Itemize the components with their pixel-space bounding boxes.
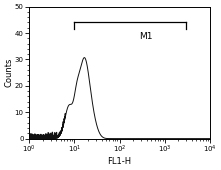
Y-axis label: Counts: Counts <box>4 58 13 87</box>
X-axis label: FL1-H: FL1-H <box>107 157 131 166</box>
Text: M1: M1 <box>139 32 153 41</box>
